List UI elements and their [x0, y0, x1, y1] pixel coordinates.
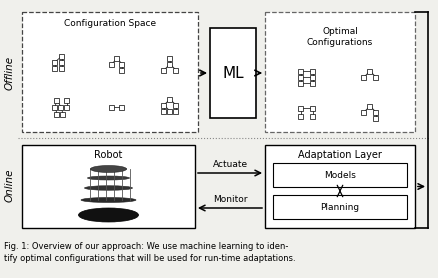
Bar	[373, 75, 378, 80]
Bar	[360, 75, 366, 80]
Text: Actuate: Actuate	[212, 160, 247, 169]
Bar	[161, 68, 166, 73]
Text: Monitor: Monitor	[212, 195, 247, 204]
Bar	[298, 105, 303, 110]
Bar	[360, 110, 366, 115]
Bar	[64, 98, 69, 103]
Bar	[310, 105, 315, 110]
Text: Optimal
Configurations: Optimal Configurations	[306, 27, 372, 47]
Bar	[167, 108, 172, 113]
Bar	[60, 59, 64, 64]
Text: Online: Online	[5, 168, 15, 202]
Bar	[119, 61, 124, 66]
Bar	[298, 75, 303, 80]
Bar	[60, 111, 65, 116]
Bar	[173, 103, 178, 108]
Bar	[54, 98, 60, 103]
Bar	[310, 68, 315, 73]
Bar	[114, 56, 119, 61]
Text: Offline: Offline	[5, 56, 15, 90]
Text: Fig. 1: Overview of our approach: We use machine learning to iden-: Fig. 1: Overview of our approach: We use…	[4, 242, 288, 251]
Bar	[173, 108, 178, 113]
Bar	[265, 12, 414, 132]
Bar	[60, 66, 64, 71]
Bar	[167, 96, 172, 101]
Bar	[54, 111, 60, 116]
Bar	[109, 61, 114, 66]
Bar	[167, 56, 172, 61]
Bar	[22, 12, 198, 132]
Bar	[310, 113, 315, 118]
Bar	[58, 105, 64, 110]
Bar	[53, 66, 57, 71]
Bar	[167, 61, 172, 66]
Ellipse shape	[84, 186, 132, 190]
Bar	[373, 115, 378, 120]
Bar	[161, 108, 166, 113]
Ellipse shape	[78, 208, 138, 222]
Bar	[109, 105, 114, 110]
Bar	[173, 68, 178, 73]
Bar	[298, 113, 303, 118]
Text: Planning: Planning	[320, 202, 359, 212]
Bar	[53, 105, 57, 110]
Bar	[22, 145, 194, 228]
Bar	[60, 53, 64, 58]
Text: Adaptation Layer: Adaptation Layer	[297, 150, 381, 160]
Bar	[310, 81, 315, 86]
Bar	[119, 68, 124, 73]
Bar	[298, 68, 303, 73]
Bar	[367, 68, 372, 73]
Text: Models: Models	[323, 170, 355, 180]
Bar	[272, 195, 406, 219]
Bar	[298, 81, 303, 86]
Text: tify optimal configurations that will be used for run-time adaptations.: tify optimal configurations that will be…	[4, 254, 295, 263]
Bar	[272, 163, 406, 187]
Bar	[367, 103, 372, 108]
Bar	[119, 105, 124, 110]
Text: Robot: Robot	[94, 150, 122, 160]
Bar	[310, 75, 315, 80]
Ellipse shape	[90, 165, 126, 173]
Bar	[265, 145, 414, 228]
Bar	[161, 103, 166, 108]
Bar	[64, 105, 69, 110]
Bar	[53, 59, 57, 64]
Ellipse shape	[90, 167, 126, 171]
Ellipse shape	[87, 176, 129, 180]
Bar	[373, 110, 378, 115]
Text: Configuration Space: Configuration Space	[64, 19, 155, 28]
Bar	[209, 28, 255, 118]
Ellipse shape	[81, 197, 136, 202]
Text: ML: ML	[222, 66, 243, 81]
